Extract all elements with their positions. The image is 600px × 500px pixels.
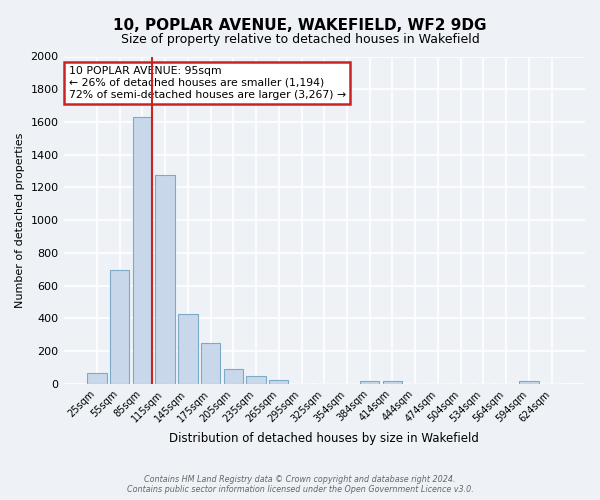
Bar [224, 369, 243, 384]
Text: Size of property relative to detached houses in Wakefield: Size of property relative to detached ho… [121, 32, 479, 46]
Text: 10, POPLAR AVENUE, WAKEFIELD, WF2 9DG: 10, POPLAR AVENUE, WAKEFIELD, WF2 9DG [113, 18, 487, 32]
Bar [110, 270, 130, 384]
Bar [360, 380, 379, 384]
Text: Contains HM Land Registry data © Crown copyright and database right 2024.
Contai: Contains HM Land Registry data © Crown c… [127, 475, 473, 494]
Bar [247, 376, 266, 384]
Text: 10 POPLAR AVENUE: 95sqm
← 26% of detached houses are smaller (1,194)
72% of semi: 10 POPLAR AVENUE: 95sqm ← 26% of detache… [69, 66, 346, 100]
Bar [87, 374, 107, 384]
Bar [201, 343, 220, 384]
Bar [519, 380, 539, 384]
Bar [155, 175, 175, 384]
Bar [383, 382, 402, 384]
X-axis label: Distribution of detached houses by size in Wakefield: Distribution of detached houses by size … [169, 432, 479, 445]
Bar [133, 117, 152, 384]
Bar [178, 314, 197, 384]
Y-axis label: Number of detached properties: Number of detached properties [15, 132, 25, 308]
Bar [269, 380, 289, 384]
